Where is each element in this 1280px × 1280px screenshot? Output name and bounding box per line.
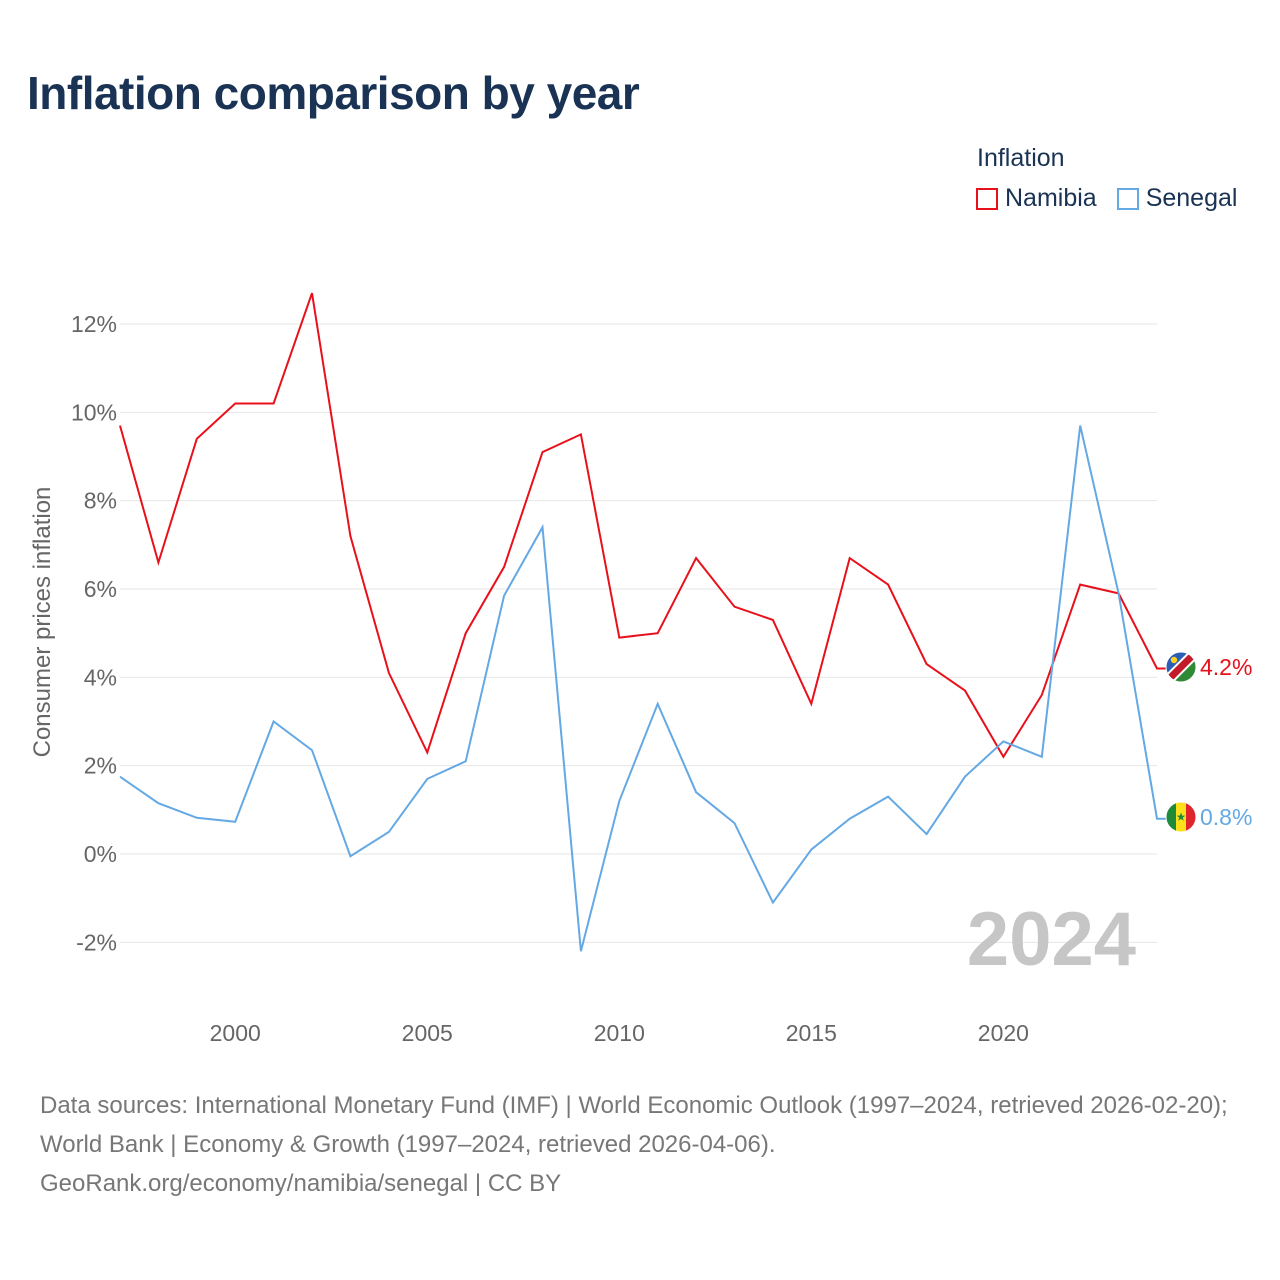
data-point-senegal[interactable]: [269, 717, 279, 727]
grid-lines: [120, 323, 1157, 943]
year-watermark: 2024: [967, 897, 1136, 982]
legend-item-namibia[interactable]: Namibia: [976, 184, 1097, 213]
end-label-namibia: 4.2%: [1200, 654, 1252, 680]
data-point-namibia[interactable]: [845, 553, 855, 563]
y-tick-label: 8%: [84, 488, 117, 514]
data-point-namibia[interactable]: [153, 558, 163, 568]
legend-label-senegal: Senegal: [1145, 184, 1238, 212]
data-point-senegal[interactable]: [576, 946, 586, 956]
data-point-namibia[interactable]: [384, 668, 394, 678]
data-point-senegal[interactable]: [307, 745, 317, 755]
legend-swatch-namibia: [976, 187, 998, 210]
legend: Namibia Senegal: [976, 184, 1257, 213]
credit-link[interactable]: GeoRank.org/economy/namibia/senegal | CC…: [40, 1170, 562, 1197]
data-point-namibia[interactable]: [307, 288, 317, 298]
data-point-senegal[interactable]: [1114, 588, 1124, 598]
data-point-namibia[interactable]: [115, 421, 125, 431]
y-tick-label: 2%: [84, 753, 117, 779]
series-line-namibia: [119, 292, 1166, 759]
data-point-namibia[interactable]: [653, 628, 663, 638]
data-point-namibia[interactable]: [192, 434, 202, 444]
data-point-namibia[interactable]: [345, 531, 355, 541]
data-point-senegal[interactable]: [153, 798, 163, 808]
data-point-namibia[interactable]: [691, 553, 701, 563]
footer: Data sources: International Monetary Fun…: [40, 1086, 1250, 1203]
data-point-senegal[interactable]: [614, 796, 624, 806]
data-point-namibia[interactable]: [537, 447, 547, 457]
data-point-namibia[interactable]: [422, 747, 432, 757]
legend-swatch-senegal: [1116, 187, 1139, 210]
data-point-senegal[interactable]: [730, 818, 740, 828]
data-point-senegal[interactable]: [768, 898, 778, 908]
data-point-namibia[interactable]: [614, 633, 624, 643]
data-point-senegal[interactable]: [499, 591, 509, 601]
series-line-senegal: [119, 425, 1166, 952]
data-point-senegal[interactable]: [192, 813, 202, 823]
end-label-senegal: 0.8%: [1200, 804, 1252, 830]
x-tick-label: 2010: [594, 1020, 645, 1046]
data-point-senegal[interactable]: [960, 772, 970, 782]
data-point-senegal[interactable]: [461, 756, 471, 766]
data-point-senegal[interactable]: [922, 829, 932, 839]
y-tick-label: 12%: [71, 311, 117, 337]
data-point-senegal[interactable]: [845, 814, 855, 824]
data-point-senegal[interactable]: [691, 787, 701, 797]
data-point-senegal[interactable]: [883, 792, 893, 802]
data-point-senegal[interactable]: [998, 736, 1008, 746]
legend-label-namibia: Namibia: [1005, 184, 1097, 212]
legend-title: Inflation: [977, 144, 1065, 172]
data-point-namibia[interactable]: [1075, 580, 1085, 590]
data-point-senegal[interactable]: [1075, 421, 1085, 431]
y-axis-label: Consumer prices inflation: [29, 487, 56, 758]
y-tick-label: 0%: [84, 841, 117, 867]
data-point-namibia[interactable]: [499, 562, 509, 572]
data-point-namibia[interactable]: [1037, 690, 1047, 700]
data-point-namibia[interactable]: [922, 659, 932, 669]
data-point-senegal[interactable]: [1152, 814, 1162, 824]
data-point-senegal[interactable]: [115, 772, 125, 782]
data-point-senegal[interactable]: [384, 827, 394, 837]
data-point-namibia[interactable]: [230, 399, 240, 409]
x-axis-ticks: 2000 2005 2010 2015 2020: [210, 1020, 1029, 1046]
data-point-namibia[interactable]: [806, 699, 816, 709]
data-point-senegal[interactable]: [653, 699, 663, 709]
data-point-namibia[interactable]: [960, 686, 970, 696]
y-tick-label: 6%: [84, 576, 117, 602]
y-axis-ticks: -2% 0% 2% 4% 6% 8% 10% 12%: [71, 311, 117, 955]
chart-title: Inflation comparison by year: [27, 67, 640, 119]
data-point-namibia[interactable]: [768, 615, 778, 625]
data-point-senegal[interactable]: [806, 845, 816, 855]
data-point-namibia[interactable]: [461, 628, 471, 638]
y-tick-label: 4%: [84, 664, 117, 690]
data-point-namibia[interactable]: [883, 580, 893, 590]
namibia-flag-icon: [1165, 651, 1197, 683]
data-point-senegal[interactable]: [537, 522, 547, 532]
x-tick-label: 2020: [978, 1020, 1029, 1046]
data-sources: Data sources: International Monetary Fun…: [40, 1092, 1228, 1158]
y-tick-label: -2%: [76, 929, 117, 955]
data-point-namibia[interactable]: [1152, 664, 1162, 674]
senegal-flag-icon: [1165, 801, 1197, 833]
y-tick-label: 10%: [71, 399, 117, 425]
data-point-namibia[interactable]: [269, 399, 279, 409]
data-point-senegal[interactable]: [1037, 752, 1047, 762]
x-tick-label: 2015: [786, 1020, 837, 1046]
data-point-namibia[interactable]: [730, 602, 740, 612]
data-point-senegal[interactable]: [230, 817, 240, 827]
x-tick-label: 2005: [402, 1020, 453, 1046]
end-markers: 4.2% 0.8%: [1165, 651, 1252, 833]
legend-item-senegal[interactable]: Senegal: [1116, 184, 1238, 213]
data-point-namibia[interactable]: [998, 752, 1008, 762]
data-point-senegal[interactable]: [422, 774, 432, 784]
data-point-senegal[interactable]: [345, 851, 355, 861]
x-tick-label: 2000: [210, 1020, 261, 1046]
series-lines: [115, 288, 1166, 956]
data-point-namibia[interactable]: [576, 429, 586, 439]
